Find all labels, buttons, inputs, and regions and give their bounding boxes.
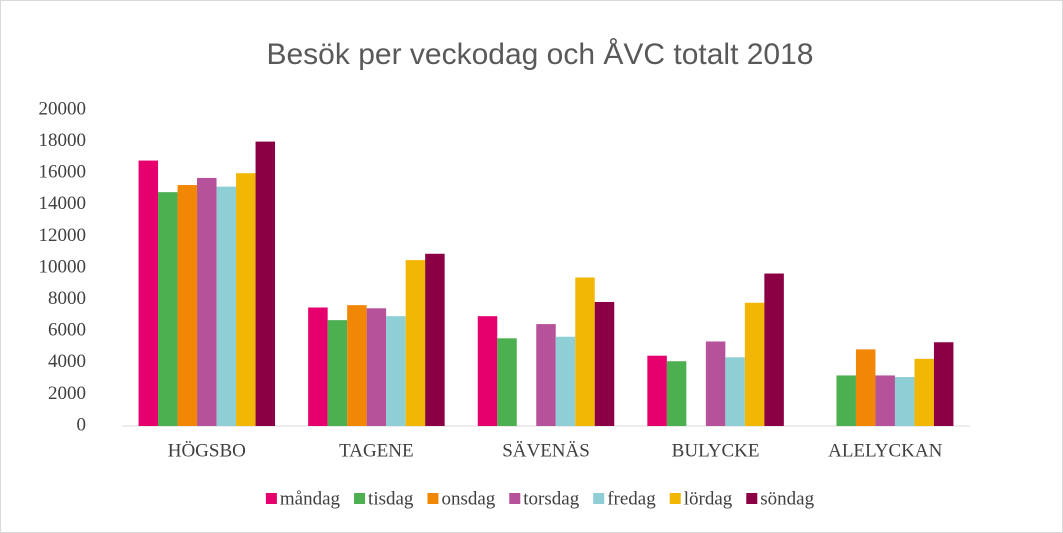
- y-tick-label: 16000: [39, 162, 87, 183]
- y-tick-label: 12000: [39, 225, 87, 246]
- bar: [894, 377, 915, 426]
- legend-label: måndag: [280, 488, 341, 509]
- x-tick-label: ALELYCKAN: [828, 440, 942, 461]
- bar: [236, 173, 256, 426]
- bar: [836, 375, 856, 426]
- bar: [347, 305, 367, 426]
- bar: [308, 307, 328, 426]
- bar: [255, 141, 276, 426]
- y-tick-label: 18000: [39, 130, 87, 151]
- bar: [666, 361, 687, 426]
- x-tick-label: TAGENE: [339, 440, 413, 461]
- y-tick-label: 2000: [48, 383, 86, 404]
- y-tick-label: 14000: [39, 193, 87, 214]
- bar: [497, 338, 517, 426]
- bar: [855, 349, 876, 426]
- legend-swatch: [354, 493, 366, 504]
- legend-label: onsdag: [441, 488, 495, 509]
- bar: [914, 358, 934, 426]
- x-tick-label: SÄVENÄS: [502, 440, 590, 461]
- bar: [138, 160, 159, 426]
- bar: [933, 342, 954, 426]
- x-tick-label: HÖGSBO: [168, 440, 246, 461]
- bar: [327, 320, 348, 426]
- bar: [197, 177, 217, 426]
- legend-swatch: [509, 493, 521, 504]
- bar: [177, 185, 198, 426]
- y-tick-label: 0: [77, 414, 87, 435]
- chart-title: Besök per veckodag och ÅVC totalt 2018: [266, 38, 813, 71]
- legend-label: tisdag: [368, 488, 414, 509]
- legend-label: torsdag: [523, 488, 579, 509]
- y-tick-label: 6000: [48, 320, 86, 341]
- legend-swatch: [265, 493, 277, 504]
- legend-label: söndag: [760, 488, 814, 509]
- bar: [216, 186, 237, 426]
- bar: [477, 316, 498, 426]
- bar: [705, 341, 726, 426]
- bar: [158, 192, 178, 426]
- bar: [594, 301, 615, 426]
- bar: [555, 336, 576, 426]
- bar: [744, 302, 765, 426]
- y-tick-label: 4000: [48, 351, 86, 372]
- bar: [725, 357, 745, 426]
- bar: [405, 260, 426, 426]
- y-tick-label: 8000: [48, 288, 86, 309]
- x-tick-label: BULYCKE: [672, 440, 760, 461]
- bar: [575, 277, 595, 426]
- bar: [366, 308, 387, 426]
- legend-label: fredag: [607, 488, 656, 509]
- bar: [425, 253, 445, 426]
- legend-swatch: [669, 493, 681, 504]
- bar: [386, 316, 406, 426]
- legend-label: lördag: [684, 488, 733, 509]
- bar: [764, 273, 784, 426]
- y-tick-label: 10000: [39, 256, 87, 277]
- bar: [536, 324, 556, 426]
- legend-swatch: [746, 493, 758, 504]
- bar: [647, 355, 667, 426]
- legend-swatch: [427, 493, 439, 504]
- legend-swatch: [593, 493, 605, 504]
- y-tick-label: 20000: [39, 98, 87, 119]
- bar: [875, 375, 895, 426]
